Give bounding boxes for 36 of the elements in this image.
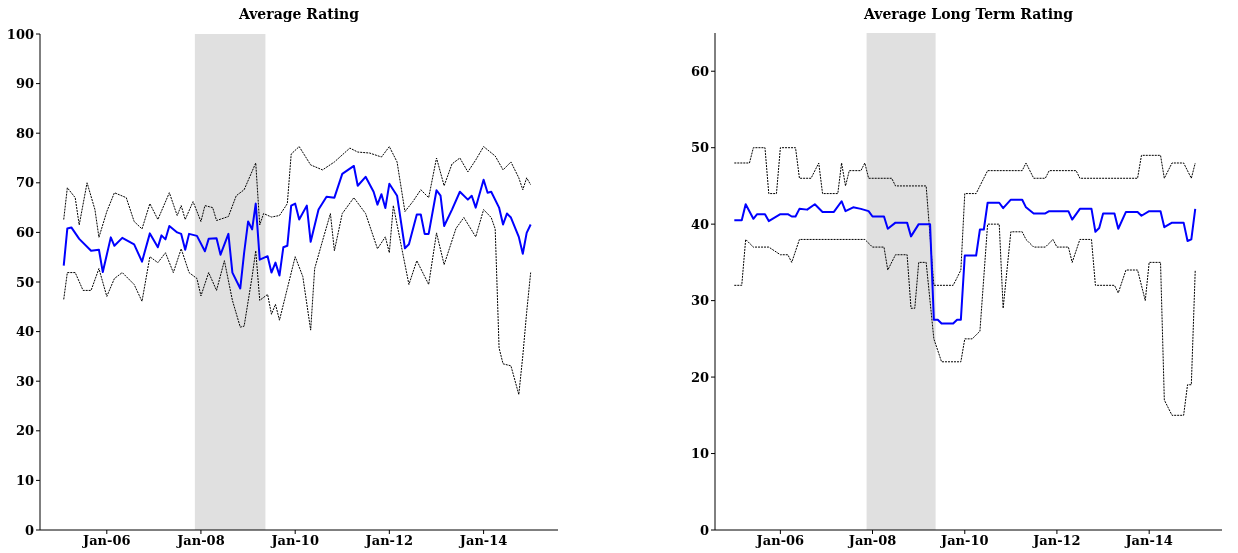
y-tick-label: 20 — [15, 423, 34, 439]
y-tick-label: 80 — [15, 125, 34, 141]
x-tick-label: Jan-12 — [364, 533, 414, 549]
x-tick-label: Jan-12 — [1032, 533, 1081, 549]
x-tick-label: Jan-14 — [458, 533, 508, 549]
line-series — [733, 198, 1197, 325]
y-tick-label: 60 — [15, 225, 34, 241]
chart-title: Average Long Term Rating — [863, 6, 1074, 22]
y-tick-label: 10 — [15, 473, 34, 489]
x-tick-label: Jan-10 — [940, 533, 989, 549]
y-tick-label: 70 — [15, 175, 34, 191]
line-series — [733, 223, 1196, 416]
x-tick-label: Jan-06 — [755, 533, 805, 549]
y-tick-label: 50 — [15, 274, 34, 290]
line-series — [63, 146, 532, 238]
y-tick-label: 90 — [15, 76, 34, 92]
y-tick-label: 20 — [690, 369, 709, 385]
y-tick-label: 0 — [699, 522, 709, 538]
x-tick-label: Jan-06 — [82, 533, 131, 549]
chart-title: Average Rating — [237, 6, 361, 22]
x-tick-label: Jan-08 — [847, 533, 897, 549]
y-tick-label: 10 — [690, 446, 709, 462]
line-series — [733, 147, 1196, 286]
y-tick-label: 40 — [690, 216, 709, 232]
y-tick-label: 40 — [15, 324, 34, 340]
y-tick-label: 60 — [690, 63, 709, 79]
line-series — [62, 164, 532, 290]
x-tick-label: Jan-08 — [176, 533, 225, 549]
y-tick-label: 30 — [690, 293, 709, 309]
y-tick-label: 100 — [6, 26, 34, 42]
y-tick-label: 50 — [690, 140, 709, 156]
x-tick-label: Jan-14 — [1124, 533, 1173, 549]
y-tick-label: 0 — [24, 522, 34, 538]
line-series — [63, 197, 532, 396]
y-tick-label: 30 — [15, 373, 34, 389]
x-tick-label: Jan-10 — [270, 533, 319, 549]
